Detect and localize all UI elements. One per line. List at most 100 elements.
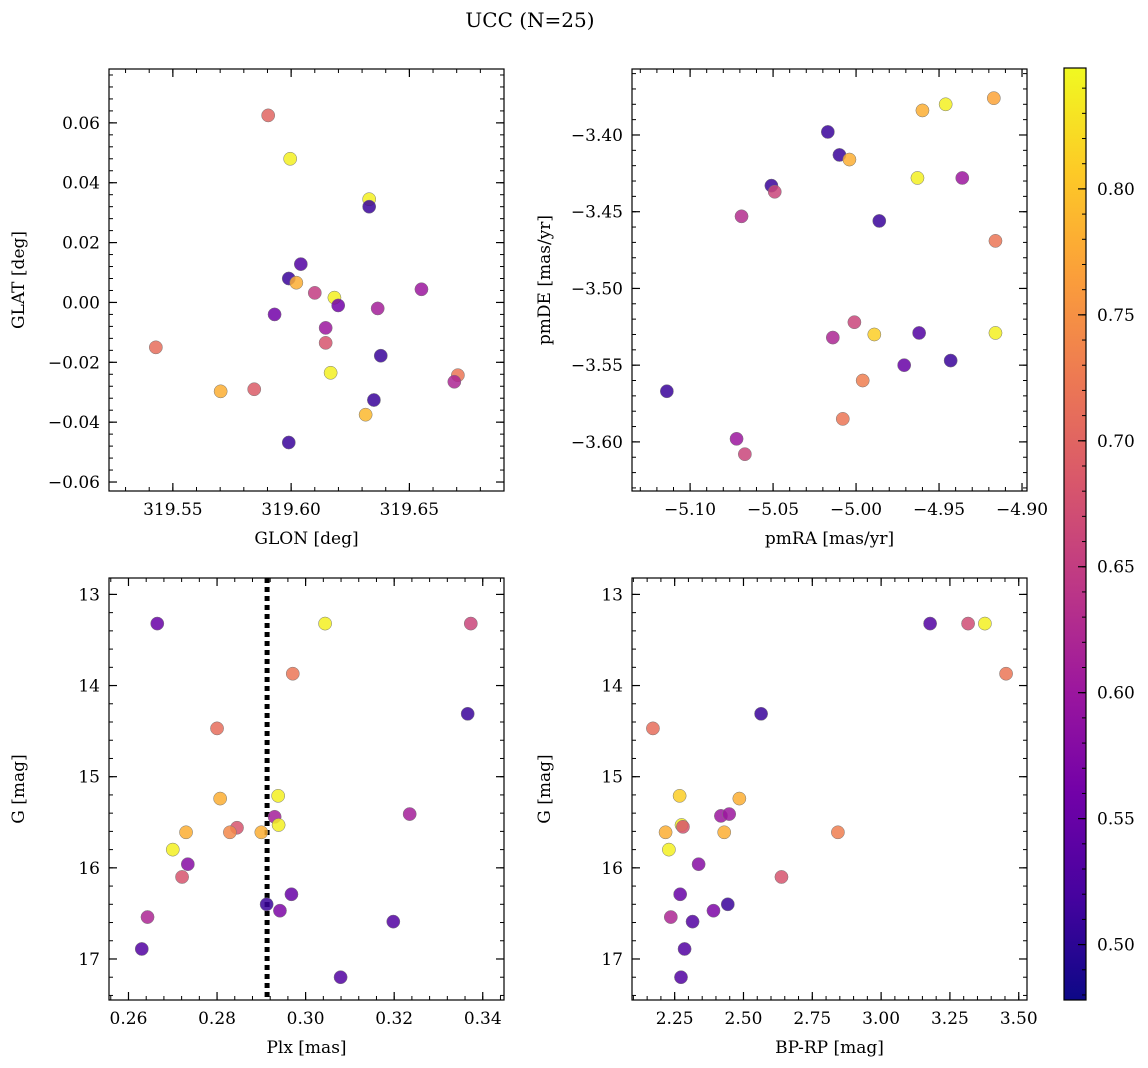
data-point: [831, 825, 845, 840]
x-axis-label: GLON [deg]: [254, 529, 358, 549]
data-point: [140, 910, 155, 924]
data-point: [210, 721, 224, 736]
data-point: [912, 326, 926, 340]
y-tick-label: 0.06: [62, 114, 100, 134]
panel-proper-motion: −5.10 −5.05 −5.00 −4.95 −4.90 −3.60 −3.55 −3.50…: [535, 68, 1048, 549]
colorbar: 0.50 0.55 0.60 0.65 0.70 0.75 0.80: [1063, 67, 1135, 1001]
y-tick-label: 15: [78, 768, 100, 788]
plot-frame: [631, 68, 1028, 492]
data-point: [447, 374, 462, 389]
data-point: [706, 903, 721, 918]
y-tick-label: 14: [601, 677, 623, 697]
y-tick-label: 0.02: [62, 234, 100, 254]
data-point: [402, 807, 417, 821]
y-tick-label: 16: [601, 859, 623, 879]
y-tick-label: 0.00: [62, 293, 100, 313]
data-point: [271, 818, 286, 832]
plot-frame: [631, 577, 1028, 1001]
data-point: [271, 788, 286, 803]
data-point: [663, 910, 678, 924]
data-point: [460, 706, 475, 721]
y-tick-label: −3.45: [571, 203, 623, 223]
x-tick-label: −5.10: [664, 500, 716, 520]
data-point: [362, 199, 377, 214]
data-point: [734, 209, 749, 224]
data-point: [165, 842, 180, 857]
data-point: [463, 616, 478, 631]
colorbar-tick-label: 0.60: [1097, 684, 1135, 704]
plot-frame: [108, 68, 505, 492]
data-point: [729, 431, 744, 446]
figure-title: UCC (N=25): [465, 8, 594, 32]
data-point: [691, 857, 706, 872]
y-tick-label: 17: [78, 950, 100, 970]
x-tick-label: 2.50: [725, 1009, 763, 1029]
data-point: [318, 336, 333, 350]
y-axis-label: G [mag]: [535, 754, 555, 823]
data-point: [289, 275, 304, 290]
data-point: [267, 307, 282, 322]
data-point: [213, 791, 227, 806]
data-point: [988, 326, 1003, 340]
x-tick-label: 319.55: [143, 500, 202, 520]
data-point: [307, 286, 322, 300]
x-tick-label: −4.90: [996, 500, 1048, 520]
data-point: [283, 151, 298, 166]
y-axis-label: G [mag]: [9, 754, 29, 823]
data-point: [999, 666, 1013, 681]
data-point: [247, 382, 262, 397]
data-point: [386, 914, 401, 929]
x-tick-label: 2.75: [793, 1009, 831, 1029]
data-point: [820, 125, 835, 139]
y-axis-label: pmDE [mas/yr]: [535, 215, 555, 345]
data-point: [259, 897, 274, 912]
data-point: [646, 721, 660, 736]
x-axis-label: Plx [mas]: [266, 1038, 346, 1058]
y-tick-label: 0.04: [62, 174, 100, 194]
data-point: [978, 616, 992, 631]
data-point: [986, 91, 1001, 106]
colorbar-tick-label: 0.65: [1097, 558, 1135, 578]
data-point: [662, 842, 676, 857]
data-point: [660, 384, 674, 399]
data-point: [284, 887, 299, 902]
data-point: [961, 616, 975, 631]
data-point: [333, 970, 348, 985]
y-tick-label: −3.50: [571, 279, 623, 299]
data-point: [318, 321, 333, 335]
x-tick-label: 319.65: [380, 500, 439, 520]
x-tick-label: 0.30: [287, 1009, 325, 1029]
data-point: [293, 257, 308, 271]
data-point: [331, 298, 346, 313]
x-tick-label: 0.26: [110, 1009, 148, 1029]
data-point: [738, 447, 752, 462]
y-tick-label: −3.40: [571, 126, 623, 146]
colorbar-tick-label: 0.70: [1097, 432, 1135, 452]
y-axis-label: GLAT [deg]: [9, 231, 29, 329]
data-point: [150, 616, 165, 631]
y-tick-label: 13: [601, 585, 623, 605]
data-point: [955, 171, 970, 185]
data-point: [370, 301, 385, 316]
data-point: [677, 942, 692, 956]
data-point: [923, 616, 937, 631]
data-point: [134, 942, 149, 956]
x-tick-label: 319.60: [261, 500, 320, 520]
data-point: [825, 330, 840, 345]
data-point: [285, 666, 300, 681]
plot-frame: [108, 577, 505, 1001]
data-point: [673, 887, 688, 902]
data-point: [658, 825, 673, 840]
data-point: [842, 152, 857, 167]
colorbar-tick-label: 0.80: [1097, 180, 1135, 200]
data-point: [373, 348, 388, 363]
y-tick-label: −0.02: [48, 353, 100, 373]
x-axis-label: BP-RP [mag]: [775, 1038, 884, 1058]
data-point: [273, 903, 287, 918]
data-point: [720, 897, 735, 912]
data-point: [318, 616, 332, 631]
panel-parallax-magnitude: 0.26 0.28 0.30 0.32 0.34 13 14 15 16 17 Plx [mas] G…: [9, 577, 505, 1058]
y-tick-label: 14: [78, 677, 100, 697]
y-tick-label: −0.06: [48, 473, 100, 493]
x-tick-label: −5.05: [747, 500, 799, 520]
